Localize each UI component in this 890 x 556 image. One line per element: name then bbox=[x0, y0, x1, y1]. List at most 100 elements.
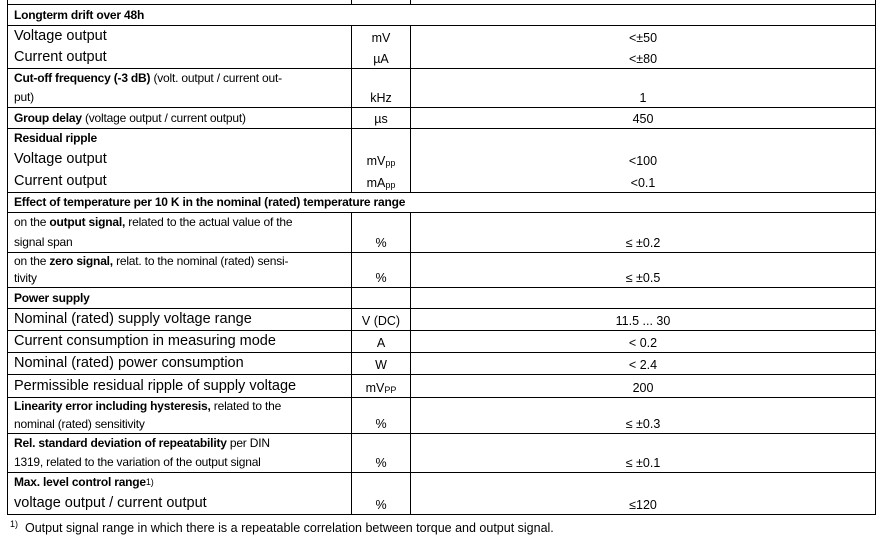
parameter-cell: tivity bbox=[8, 270, 351, 288]
parameter-cell: Current consumption in measuring mode bbox=[8, 330, 351, 352]
table-row: on the zero signal, relat. to the nomina… bbox=[7, 252, 876, 288]
parameter-cell: Nominal (rated) supply voltage range bbox=[8, 308, 351, 330]
parameter-cell: Current output bbox=[8, 170, 351, 192]
parameter-name: zero signal, bbox=[49, 253, 113, 268]
parameter-name: Group delay bbox=[14, 110, 82, 125]
unit-cell bbox=[351, 252, 410, 270]
table-row: Nominal (rated) supply voltage range V (D… bbox=[7, 308, 876, 331]
parameter-description: related to the actual value of the bbox=[125, 215, 293, 229]
value: < 2.4 bbox=[628, 358, 658, 372]
unit-cell: % bbox=[351, 452, 410, 472]
parameter-cell: signal span bbox=[8, 232, 351, 252]
table-line: Voltage output mV <±50 bbox=[8, 25, 875, 47]
table-line: Max. level control range 1) bbox=[8, 472, 875, 492]
value: <0.1 bbox=[630, 176, 656, 190]
value: ≤120 bbox=[629, 498, 657, 512]
value: ≤ ±0.5 bbox=[625, 271, 661, 285]
footnote-reference: 1) bbox=[145, 477, 154, 487]
table-row: Current consumption in measuring mode A < … bbox=[7, 330, 876, 353]
table-row: Rel. standard deviation of repeatability… bbox=[7, 433, 876, 473]
parameter-description: (voltage output / current output) bbox=[81, 110, 246, 125]
value: <±80 bbox=[628, 52, 658, 66]
table-row: Group delay (voltage output / current ou… bbox=[7, 107, 876, 129]
value-cell bbox=[410, 433, 875, 453]
table-line: 1319, related to the variation of the ou… bbox=[8, 452, 875, 472]
unit-cell bbox=[351, 68, 410, 88]
parameter-cell: Voltage output bbox=[8, 148, 351, 170]
parameter-description: Nominal (rated) supply voltage range bbox=[14, 311, 252, 327]
parameter-name: Residual ripple bbox=[14, 131, 98, 145]
table-row: Max. level control range 1) voltage output… bbox=[7, 472, 876, 515]
table-line: Effect of temperature per 10 K in the no… bbox=[8, 192, 875, 212]
table-line: on the zero signal, relat. to the nomina… bbox=[8, 252, 875, 270]
parameter-cell: on the zero signal, relat. to the nomina… bbox=[8, 252, 351, 270]
unit-cell bbox=[351, 433, 410, 453]
value-cell: ≤ ±0.1 bbox=[410, 452, 875, 472]
table-line: Power supply bbox=[8, 287, 875, 308]
parameter-description: Voltage output bbox=[14, 27, 107, 44]
unit-cell: µA bbox=[351, 46, 410, 68]
parameter-name: Max. level control range bbox=[14, 475, 146, 489]
unit-cell: % bbox=[351, 415, 410, 433]
value: 11.5 ... 30 bbox=[615, 314, 671, 328]
parameter-name: Rel. standard deviation of repeatability bbox=[14, 435, 227, 450]
unit: % bbox=[375, 456, 387, 470]
unit-cell bbox=[351, 128, 410, 148]
parameter-name: Power supply bbox=[14, 290, 90, 305]
parameter-description: Voltage output bbox=[14, 151, 107, 167]
table-line: Current output mA pp <0.1 bbox=[8, 170, 875, 192]
value-cell bbox=[410, 68, 875, 88]
unit-cell bbox=[351, 397, 410, 415]
unit: A bbox=[376, 336, 386, 350]
table-line: voltage output / current output% ≤120 bbox=[8, 492, 875, 514]
unit-cell: % bbox=[351, 232, 410, 252]
section-header-row: Longterm drift over 48h bbox=[7, 4, 876, 26]
parameter-cell: Power supply bbox=[8, 287, 351, 308]
value-cell bbox=[410, 397, 875, 415]
parameter-description: Permissible residual ripple of supply vo… bbox=[14, 377, 297, 394]
unit-cell: A bbox=[351, 330, 410, 352]
table-row-partial bbox=[7, 0, 876, 5]
table-line: nominal (rated) sensitivity% ≤ ±0.3 bbox=[8, 415, 875, 433]
parameter-description: on the bbox=[14, 215, 50, 229]
value: ≤ ±0.2 bbox=[625, 236, 661, 250]
parameter-cell: Group delay (voltage output / current ou… bbox=[8, 107, 351, 128]
unit-subscript: pp bbox=[385, 158, 396, 168]
value-cell: < 0.2 bbox=[410, 330, 875, 352]
parameter-name: Linearity error including hysteresis, bbox=[14, 399, 211, 413]
unit-cell: µs bbox=[351, 107, 410, 128]
parameter-description: tivity bbox=[14, 271, 37, 286]
parameter-description: 1319, related to the variation of the ou… bbox=[14, 455, 261, 470]
value-cell: <0.1 bbox=[410, 170, 875, 192]
table-row: Residual ripple Voltage output mV pp <100 Cur… bbox=[7, 128, 876, 193]
parameter-cell: Max. level control range 1) bbox=[8, 472, 351, 492]
parameter-cell: Permissible residual ripple of supply vo… bbox=[8, 374, 351, 397]
parameter-description: relat. to the nominal (rated) sensi- bbox=[112, 253, 289, 268]
footnote: 1) Output signal range in which there is… bbox=[10, 519, 554, 535]
unit: mV bbox=[365, 381, 385, 395]
parameter-description: voltage output / current output bbox=[14, 495, 207, 511]
parameter-cell: on the output signal, related to the act… bbox=[8, 212, 351, 232]
table-row: on the output signal, related to the act… bbox=[7, 212, 876, 253]
parameter-description: Current output bbox=[14, 173, 107, 189]
value-cell: ≤120 bbox=[410, 492, 875, 514]
table-line: Longterm drift over 48h bbox=[8, 4, 875, 25]
unit-cell: kHz bbox=[351, 87, 410, 107]
value: <100 bbox=[628, 154, 658, 168]
unit: V (DC) bbox=[361, 314, 401, 328]
parameter-name: Longterm drift over 48h bbox=[14, 7, 145, 22]
table-line: Cut-off frequency (-3 dB) (volt. output … bbox=[8, 68, 875, 88]
unit-cell bbox=[351, 212, 410, 232]
table-row: Power supply bbox=[7, 287, 876, 309]
unit: W bbox=[375, 358, 387, 372]
table-row: Linearity error including hysteresis, re… bbox=[7, 397, 876, 434]
parameter-cell: Voltage output bbox=[8, 25, 351, 47]
unit-cell bbox=[351, 472, 410, 492]
table-line: on the output signal, related to the act… bbox=[8, 212, 875, 232]
unit: % bbox=[375, 271, 387, 285]
unit: µs bbox=[374, 112, 388, 126]
table-line: tivity% ≤ ±0.5 bbox=[8, 269, 875, 288]
unit-cell: mV bbox=[351, 25, 410, 47]
table-line: Linearity error including hysteresis, re… bbox=[8, 397, 875, 415]
table-line: Nominal (rated) supply voltage range V (D… bbox=[8, 308, 875, 330]
